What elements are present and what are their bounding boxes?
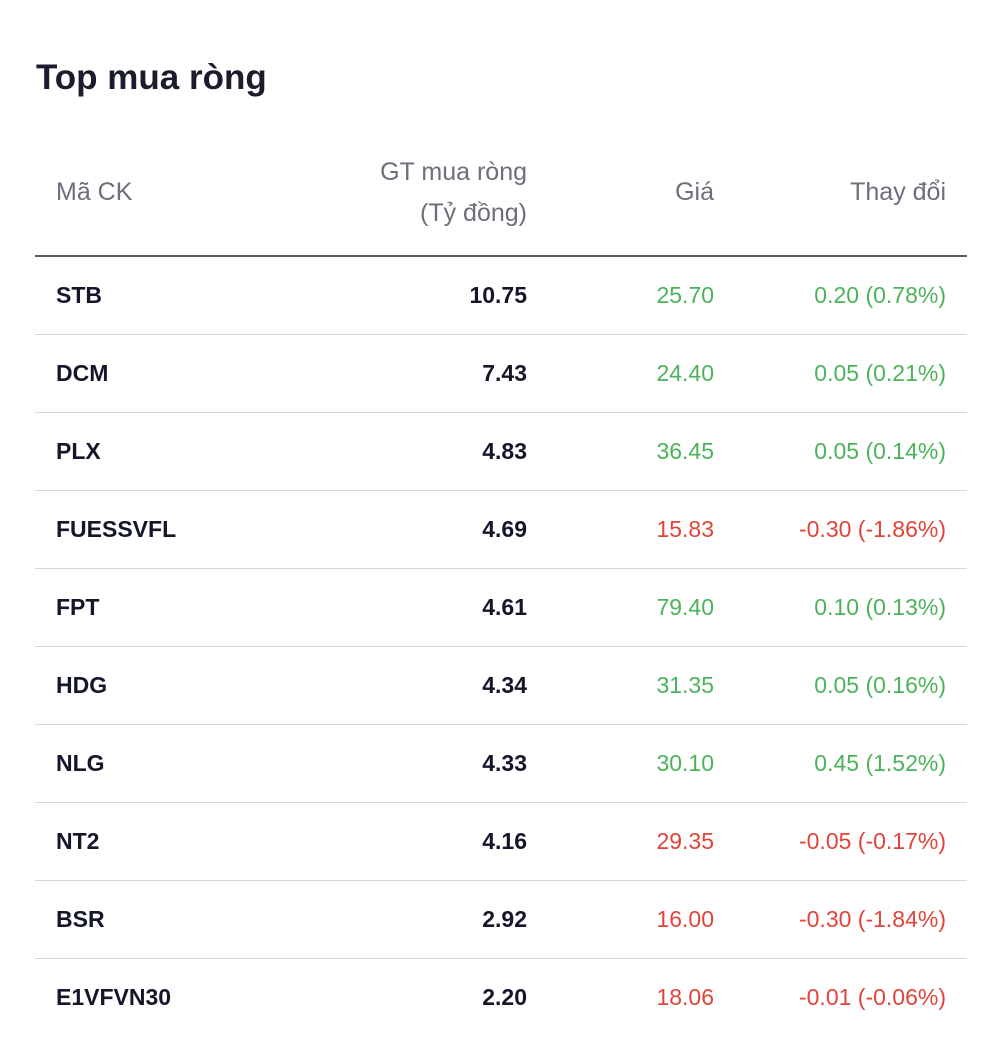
price-change: 0.20 (0.78%) <box>814 282 946 308</box>
price: 24.40 <box>656 360 714 386</box>
price: 31.35 <box>656 672 714 698</box>
net-buy-value: 4.61 <box>482 594 527 620</box>
stock-code[interactable]: STB <box>56 282 102 308</box>
widget-title: Top mua ròng <box>36 58 267 97</box>
header-change: Thay đổi <box>850 178 946 206</box>
table-row[interactable]: BSR 2.92 16.00 -0.30 (-1.84%) <box>35 881 967 959</box>
price-change: 0.05 (0.16%) <box>814 672 946 698</box>
price-change: -0.30 (-1.86%) <box>798 516 946 542</box>
price-change: 0.45 (1.52%) <box>814 750 946 776</box>
net-buy-value: 4.16 <box>482 828 527 854</box>
price: 25.70 <box>656 282 714 308</box>
table-row[interactable]: DCM 7.43 24.40 0.05 (0.21%) <box>35 335 967 413</box>
table-body: STB 10.75 25.70 0.20 (0.78%) DCM 7.43 24… <box>35 257 967 1036</box>
price: 30.10 <box>656 750 714 776</box>
table-row[interactable]: NLG 4.33 30.10 0.45 (1.52%) <box>35 725 967 803</box>
price: 15.83 <box>656 516 714 542</box>
net-buy-value: 7.43 <box>482 360 527 386</box>
net-buy-value: 4.69 <box>482 516 527 542</box>
stock-code[interactable]: NLG <box>56 750 105 776</box>
price-change: -0.30 (-1.84%) <box>798 906 946 932</box>
table-row[interactable]: PLX 4.83 36.45 0.05 (0.14%) <box>35 413 967 491</box>
net-buy-value: 4.33 <box>482 750 527 776</box>
table-row[interactable]: STB 10.75 25.70 0.20 (0.78%) <box>35 257 967 335</box>
header-code: Mã CK <box>56 178 133 206</box>
table-row[interactable]: FPT 4.61 79.40 0.10 (0.13%) <box>35 569 967 647</box>
price: 16.00 <box>656 906 714 932</box>
stock-code[interactable]: BSR <box>56 906 105 932</box>
price-change: 0.05 (0.21%) <box>814 360 946 386</box>
net-buy-value: 4.83 <box>482 438 527 464</box>
stock-code[interactable]: FUESSVFL <box>56 516 177 542</box>
header-price: Giá <box>675 178 714 206</box>
net-buy-table: Mã CK GT mua ròng (Tỷ đồng) Giá Thay đổi… <box>35 140 967 1036</box>
header-net-buy-value: GT mua ròng (Tỷ đồng) <box>307 152 527 234</box>
stock-code[interactable]: FPT <box>56 594 100 620</box>
stock-code[interactable]: NT2 <box>56 828 100 854</box>
net-buy-value: 10.75 <box>469 282 527 308</box>
table-row[interactable]: HDG 4.34 31.35 0.05 (0.16%) <box>35 647 967 725</box>
price-change: 0.05 (0.14%) <box>814 438 946 464</box>
price: 79.40 <box>656 594 714 620</box>
table-row[interactable]: NT2 4.16 29.35 -0.05 (-0.17%) <box>35 803 967 881</box>
table-row[interactable]: E1VFVN30 2.20 18.06 -0.01 (-0.06%) <box>35 959 967 1036</box>
header-net-buy-value-line1: GT mua ròng <box>380 158 527 186</box>
stock-code[interactable]: PLX <box>56 438 101 464</box>
price: 29.35 <box>656 828 714 854</box>
header-net-buy-value-line2: (Tỷ đồng) <box>420 199 527 227</box>
table-row[interactable]: FUESSVFL 4.69 15.83 -0.30 (-1.86%) <box>35 491 967 569</box>
price: 36.45 <box>656 438 714 464</box>
price-change: -0.05 (-0.17%) <box>798 828 946 854</box>
net-buy-value: 2.92 <box>482 906 527 932</box>
price: 18.06 <box>656 984 714 1010</box>
net-buy-value: 4.34 <box>482 672 527 698</box>
price-change: -0.01 (-0.06%) <box>798 984 946 1010</box>
net-buy-value: 2.20 <box>482 984 527 1010</box>
table-header: Mã CK GT mua ròng (Tỷ đồng) Giá Thay đổi <box>35 140 967 257</box>
stock-code[interactable]: E1VFVN30 <box>56 984 172 1010</box>
stock-code[interactable]: DCM <box>56 360 109 386</box>
price-change: 0.10 (0.13%) <box>814 594 946 620</box>
stock-code[interactable]: HDG <box>56 672 108 698</box>
